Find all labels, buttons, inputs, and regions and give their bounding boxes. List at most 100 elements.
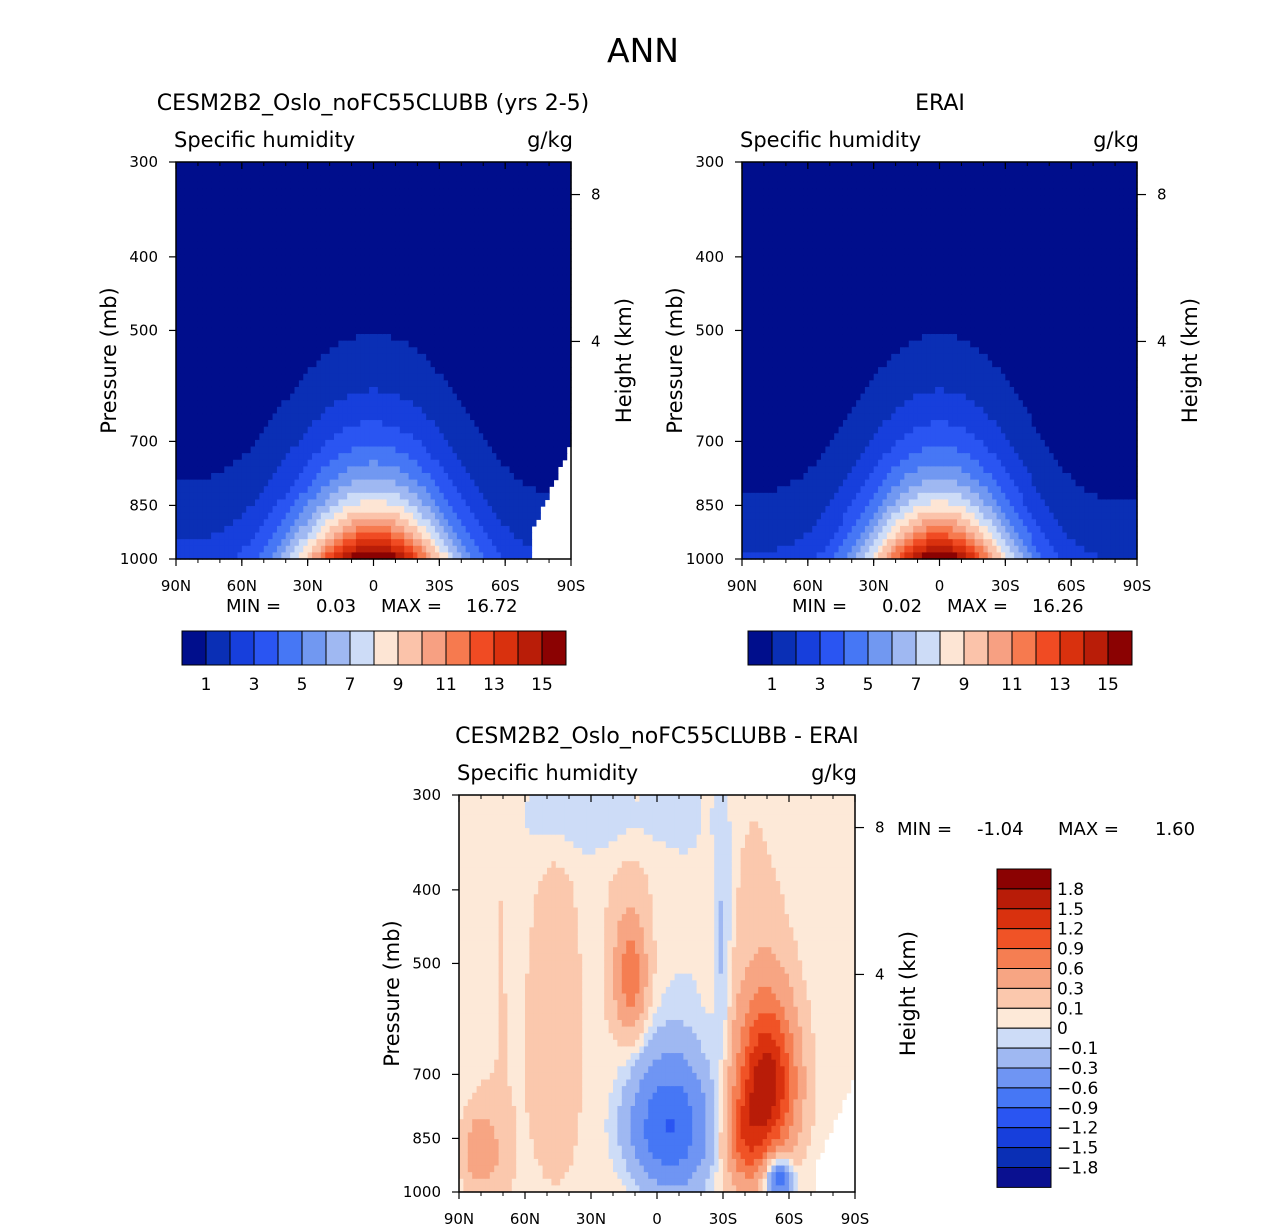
field-cell [347,453,353,461]
field-cell [298,353,304,362]
field-cell [377,367,383,375]
field-cell [470,545,476,553]
field-cell [465,499,471,507]
field-cell [478,426,484,434]
field-cell [272,241,278,249]
field-cell [456,314,462,322]
field-cell [492,420,497,428]
field-cell [250,188,256,196]
field-cell [531,221,537,229]
field-cell [342,287,348,295]
field-cell [413,492,418,501]
field-cell [369,201,375,209]
field-cell [522,360,528,368]
field-cell [312,320,318,329]
field-cell [246,539,252,547]
field-cell [193,162,199,170]
field-cell [347,466,353,474]
field-cell [430,162,436,170]
field-cell [527,486,533,494]
field-cell [250,195,256,203]
field-cell [329,499,335,507]
field-cell [413,175,418,183]
field-cell [377,420,383,428]
field-cell [307,234,313,242]
field-cell [307,347,313,355]
field-cell [483,360,489,368]
field-cell [255,492,260,501]
field-cell [307,552,313,560]
field-cell [206,241,212,249]
field-cell [224,214,230,223]
field-cell [272,420,278,428]
field-cell [382,439,388,448]
field-cell [492,519,497,527]
field-cell [522,466,528,474]
field-cell [461,162,467,170]
field-cell [399,228,405,236]
field-cell [452,413,458,421]
field-cell [237,267,243,276]
field-cell [360,492,366,501]
field-cell [531,420,537,428]
field-cell [189,525,195,534]
field-cell [276,248,282,256]
field-cell [355,287,361,295]
field-cell [197,545,203,553]
field-cell [250,228,256,236]
field-cell [263,486,269,494]
field-cell [430,466,436,474]
field-cell [487,433,493,441]
field-cell [219,261,225,269]
field-cell [505,413,511,421]
field-cell [439,426,445,434]
field-cell [540,307,546,315]
field-cell [290,221,296,229]
field-cell [285,168,291,176]
field-cell [492,241,497,249]
field-cell [347,532,353,540]
field-cell [193,367,199,375]
field-cell [316,162,322,170]
field-cell [250,181,256,190]
field-cell [206,347,212,355]
field-cell [285,294,291,302]
field-cell [500,261,506,269]
field-cell [197,406,203,415]
field-cell [342,327,348,335]
field-cell [176,287,181,295]
field-cell [364,347,370,355]
field-cell [377,248,383,256]
field-cell [281,300,287,309]
field-cell [312,334,318,342]
field-cell [347,486,353,494]
field-cell [255,274,260,282]
field-cell [430,334,436,342]
field-cell [439,459,445,467]
field-cell [250,479,256,487]
field-cell [426,281,432,289]
field-cell [360,446,366,454]
field-cell [413,426,418,434]
field-cell [399,162,405,170]
field-cell [259,433,265,441]
field-cell [320,320,326,329]
field-cell [540,208,546,216]
field-cell [272,552,278,560]
field-cell [430,261,436,269]
field-cell [483,420,489,428]
field-cell [268,367,274,375]
field-cell [369,380,375,388]
field-cell [228,459,234,467]
field-cell [263,532,269,540]
field-cell [281,446,287,454]
field-cell [522,314,528,322]
field-cell [465,175,471,183]
field-cell [413,195,418,203]
field-cell [434,552,440,560]
field-cell [505,386,511,395]
field-cell [334,175,339,183]
field-cell [430,281,436,289]
field-cell [395,175,401,183]
field-cell [246,373,252,381]
